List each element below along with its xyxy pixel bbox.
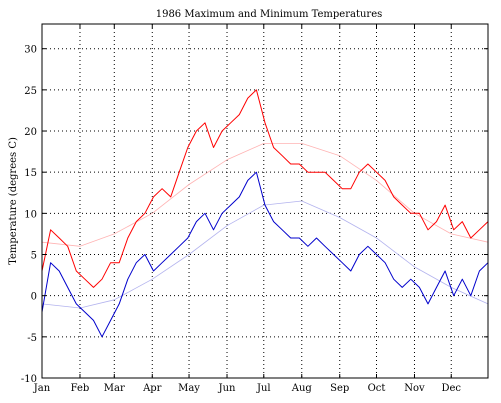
x-tick-label: Mar bbox=[104, 383, 125, 394]
x-tick-label: Dec bbox=[441, 383, 461, 394]
x-tick-label: Aug bbox=[291, 383, 313, 394]
x-tick-label: Apr bbox=[142, 383, 162, 394]
y-tick-label: -5 bbox=[27, 333, 37, 344]
chart-title: 1986 Maximum and Minimum Temperatures bbox=[156, 9, 383, 20]
y-tick-label: 20 bbox=[24, 127, 37, 138]
y-axis-label: Temperature (degrees C) bbox=[8, 137, 19, 265]
series-lines bbox=[41, 89, 489, 338]
y-tick-label: 30 bbox=[24, 45, 37, 56]
y-tick-label: -10 bbox=[21, 374, 37, 385]
x-tick-label: Sep bbox=[330, 383, 349, 394]
y-ticks: -10 -5 0 5 10 15 20 25 30 bbox=[21, 45, 488, 385]
max-temperature-line bbox=[41, 89, 489, 288]
x-ticks: Jan Feb Mar Apr May Jun Jul Aug Sep Oct Nov Dec bbox=[33, 24, 461, 394]
y-tick-label: 10 bbox=[24, 209, 37, 220]
y-tick-label: 0 bbox=[31, 292, 37, 303]
x-tick-label: May bbox=[178, 383, 200, 394]
plot-frame bbox=[41, 23, 489, 379]
y-tick-label: 25 bbox=[24, 86, 37, 97]
x-tick-label: Oct bbox=[368, 383, 386, 394]
x-tick-label: Feb bbox=[71, 383, 90, 394]
x-tick-label: Jan bbox=[33, 383, 51, 394]
x-tick-label: Jun bbox=[218, 383, 236, 394]
min-temperature-line bbox=[41, 171, 489, 338]
x-tick-label: Jul bbox=[256, 383, 271, 394]
x-tick-label: Nov bbox=[404, 383, 425, 394]
y-tick-label: 5 bbox=[31, 251, 37, 262]
min-normal-temperature-line bbox=[41, 200, 489, 309]
y-tick-label: 15 bbox=[24, 168, 37, 179]
